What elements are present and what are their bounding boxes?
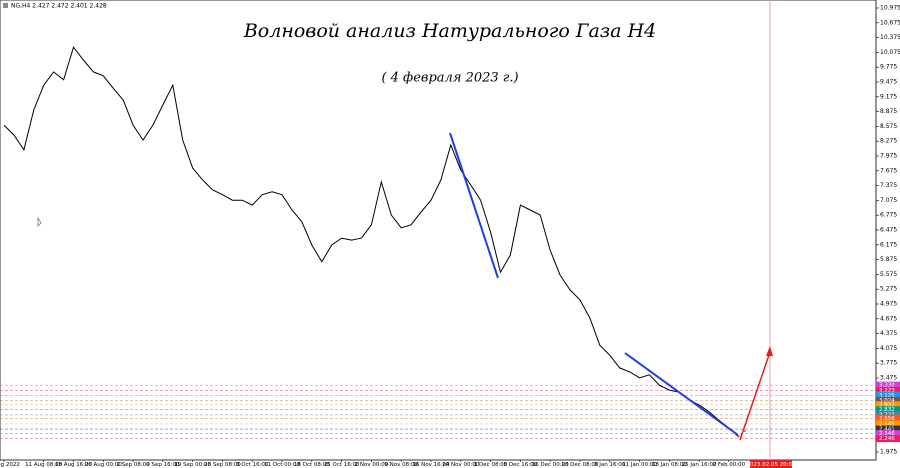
chart-subtitle: ( 4 февраля 2023 г.) <box>381 71 518 86</box>
level-label: 3.223 <box>879 388 895 394</box>
x-tick-label: 11 Aug 08:00 <box>25 462 63 468</box>
x-tick-label: 9 Sep 16:00 <box>146 462 180 468</box>
y-tick-label: 4.975 <box>880 301 897 308</box>
level-tag <box>876 386 900 394</box>
y-tick-label: 6.475 <box>880 227 897 234</box>
x-tick-label: 18 Aug 16:00 <box>55 462 93 468</box>
y-tick-label: 9.175 <box>880 93 897 100</box>
y-tick-label: 8.275 <box>880 138 897 145</box>
y-tick-label: 7.975 <box>880 152 897 159</box>
level-tag <box>876 430 900 438</box>
x-tick-label: 18 Jan 08:00 <box>652 462 687 468</box>
x-tick-label: 23 Dec 08:00 <box>561 462 598 468</box>
x-tick-label: 24 Nov 00:00 <box>442 462 480 468</box>
y-tick-label: 6.775 <box>880 212 897 219</box>
x-tick-label: 26 Sep 08:00 <box>204 462 241 468</box>
y-tick-label: 10.675 <box>880 19 900 26</box>
level-tag <box>876 425 900 433</box>
level-label: 2.441 <box>879 427 895 433</box>
cursor <box>37 216 42 227</box>
x-tick-label: 2 Nov 00:00 <box>355 462 389 468</box>
level-tag <box>876 414 900 422</box>
level-tag <box>876 406 900 414</box>
y-tick-label: 8.575 <box>880 123 897 130</box>
x-tick-label: 16 Dec 00:00 <box>532 462 569 468</box>
wave-line <box>449 132 499 279</box>
x-tick-label: 18 Oct 08:00 <box>294 462 330 468</box>
level-label: 2.932 <box>879 402 895 408</box>
level-tag <box>876 420 900 428</box>
level-tag <box>876 411 900 419</box>
level-label: 2.346 <box>879 431 895 437</box>
y-tick-label: 4.675 <box>880 315 897 322</box>
level-label: 3.125 <box>879 393 895 399</box>
x-tick-label: 25 Jan 16:00 <box>682 462 717 468</box>
x-tick-label: 25 Oct 16:00 <box>324 462 360 468</box>
y-tick-label: 7.075 <box>880 197 897 204</box>
y-tick-label: 5.875 <box>880 256 897 263</box>
level-label: 2.545 <box>879 421 895 427</box>
level-tag <box>876 396 900 404</box>
y-tick-label: 5.275 <box>880 286 897 293</box>
y-tick-label: 5.575 <box>880 271 897 278</box>
symbol-info: NG,H4 2.427 2.472 2.401 2.428 <box>11 3 107 10</box>
x-tick-label: 4 Aug 2022 <box>0 462 20 468</box>
marks: 1.9752.2752.5752.8753.1753.4753.7754.075… <box>0 4 900 468</box>
symbol-icon <box>3 3 8 8</box>
y-tick-label: 10.975 <box>880 4 900 11</box>
price-line <box>3 46 740 438</box>
y-tick-label: 4.075 <box>880 345 897 352</box>
level-label: 2.246 <box>879 436 895 442</box>
y-tick-label: 9.475 <box>880 78 897 85</box>
x-tick-label: 19 Sep 00:00 <box>174 462 211 468</box>
x-tick-label: 3 Jan 16:00 <box>594 462 626 468</box>
x-tick-label: 1 Dec 08:00 <box>474 462 508 468</box>
wave-line <box>624 352 739 436</box>
crosshair-tag <box>750 460 792 468</box>
x-tick-label: 11 Jan 00:00 <box>622 462 657 468</box>
x-tick-label: 9 Nov 08:00 <box>384 462 418 468</box>
level-label: 3.024 <box>879 398 895 404</box>
level-label: 3.330 <box>879 383 895 389</box>
level-tag <box>876 381 900 389</box>
x-tick-label: 11 Oct 00:00 <box>264 462 300 468</box>
plot-frame <box>0 0 877 461</box>
y-tick-label: 7.675 <box>880 167 897 174</box>
y-tick-label: 10.375 <box>880 34 900 41</box>
y-tick-label: 6.175 <box>880 241 897 248</box>
y-tick-label: 1.975 <box>880 449 897 456</box>
y-tick-label: 3.775 <box>880 360 897 367</box>
crosshair-label: 2023.02.05 20:00 <box>746 462 796 468</box>
chart-title: Волновой анализ Натурального Газа H4 <box>243 20 656 42</box>
x-tick-label: 8 Dec 16:00 <box>504 462 538 468</box>
x-tick-label: 3 Oct 16:00 <box>236 462 269 468</box>
level-tag <box>876 391 900 399</box>
y-tick-label: 4.375 <box>880 330 897 337</box>
y-tick-label: 9.775 <box>880 64 897 71</box>
x-tick-label: 2 Feb 00:00 <box>713 462 746 468</box>
y-tick-label: 10.075 <box>880 49 900 56</box>
level-tag <box>876 401 900 409</box>
forecast-arrow <box>739 351 771 441</box>
x-tick-label: 26 Aug 00:00 <box>85 462 123 468</box>
x-tick-label: 2 Sep 08:00 <box>116 462 150 468</box>
y-tick-label: 7.375 <box>880 182 897 189</box>
arrow-head <box>766 346 773 356</box>
y-tick-label: 8.875 <box>880 108 897 115</box>
level-label: 2.656 <box>879 416 895 422</box>
y-tick-label: 3.475 <box>880 375 897 382</box>
x-tick-label: 16 Nov 16:00 <box>412 462 450 468</box>
level-label: 2.832 <box>879 407 895 413</box>
level-tag <box>876 435 900 443</box>
